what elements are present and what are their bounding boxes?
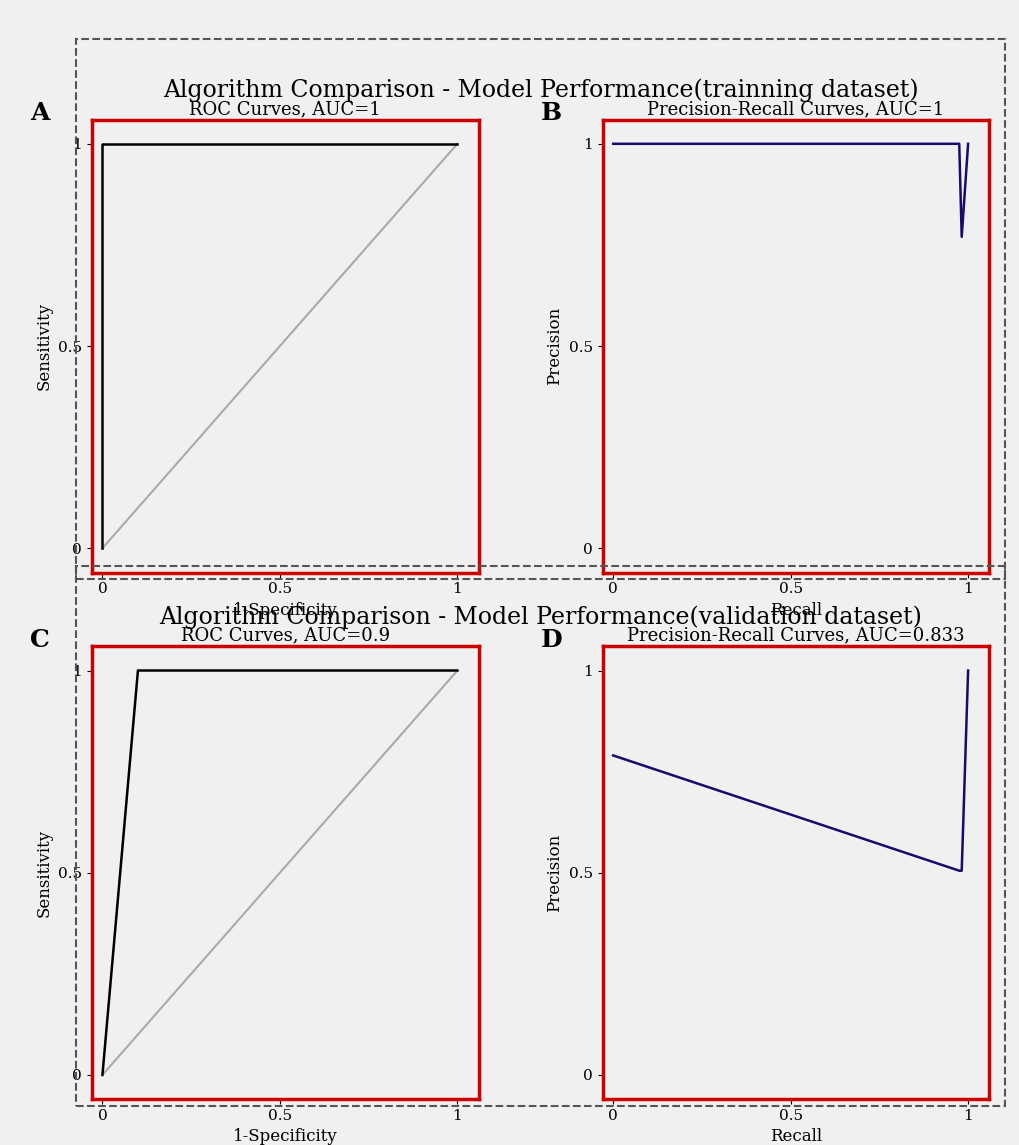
X-axis label: Recall: Recall: [769, 602, 821, 618]
Text: Algorithm Comparison - Model Performance(trainning dataset): Algorithm Comparison - Model Performance…: [163, 78, 917, 102]
Y-axis label: Precision: Precision: [545, 307, 562, 385]
Text: D: D: [540, 629, 561, 653]
Text: Algorithm Comparison - Model Performance(validation dataset): Algorithm Comparison - Model Performance…: [159, 605, 921, 629]
Y-axis label: Sensitivity: Sensitivity: [36, 302, 52, 390]
X-axis label: 1-Specificity: 1-Specificity: [232, 1129, 337, 1145]
Title: ROC Curves, AUC=1: ROC Curves, AUC=1: [190, 100, 381, 118]
Title: ROC Curves, AUC=0.9: ROC Curves, AUC=0.9: [180, 626, 389, 645]
Y-axis label: Precision: Precision: [545, 834, 562, 911]
Title: Precision-Recall Curves, AUC=0.833: Precision-Recall Curves, AUC=0.833: [627, 626, 964, 645]
Title: Precision-Recall Curves, AUC=1: Precision-Recall Curves, AUC=1: [647, 100, 944, 118]
Text: C: C: [30, 629, 50, 653]
X-axis label: Recall: Recall: [769, 1129, 821, 1145]
Text: A: A: [30, 102, 49, 126]
Y-axis label: Sensitivity: Sensitivity: [36, 829, 52, 917]
X-axis label: 1-Specificity: 1-Specificity: [232, 602, 337, 618]
Text: B: B: [540, 102, 561, 126]
